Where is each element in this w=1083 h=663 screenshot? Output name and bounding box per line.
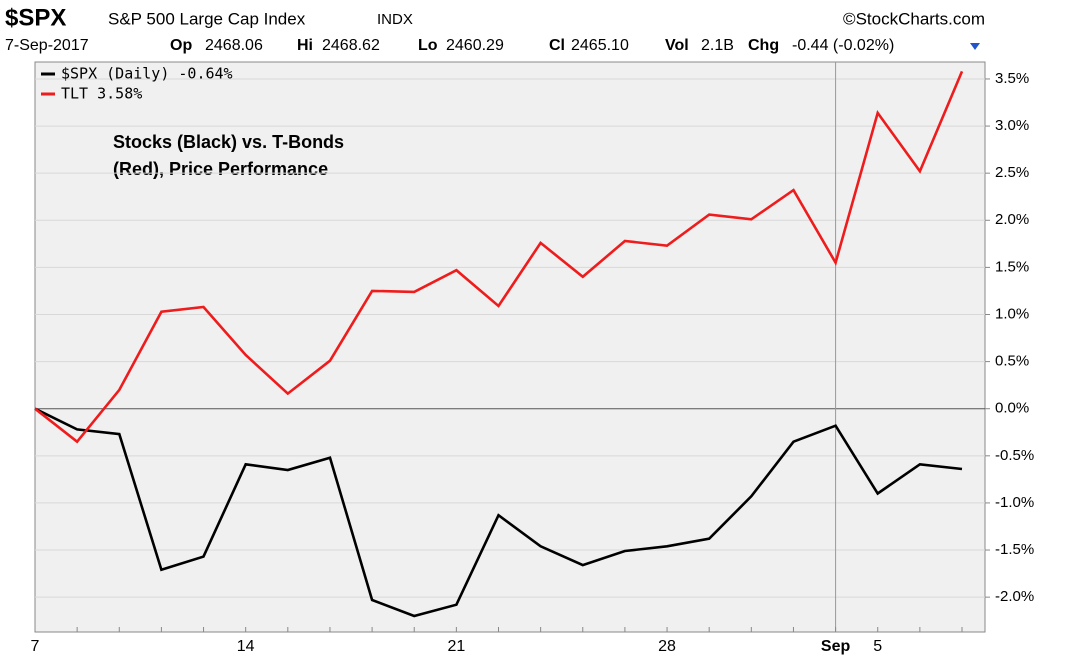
y-tick-label: 3.0% xyxy=(995,117,1029,134)
x-tick-label: Sep xyxy=(821,638,851,655)
plot-area xyxy=(34,61,986,633)
y-tick-label: -0.5% xyxy=(995,447,1034,464)
quote-value: 2468.06 xyxy=(205,37,263,54)
annotation: (Red), Price Performance xyxy=(113,159,328,179)
x-tick-label: 28 xyxy=(658,638,676,655)
y-tick-label: -1.5% xyxy=(995,541,1034,558)
y-tick-label: 0.0% xyxy=(995,400,1029,417)
x-tick-label: 5 xyxy=(873,638,882,655)
quote-value: 2465.10 xyxy=(571,37,629,54)
change-arrow xyxy=(970,43,980,50)
series-line xyxy=(34,407,963,618)
y-tick-label: -2.0% xyxy=(995,588,1034,605)
y-tick-label: 2.5% xyxy=(995,164,1029,181)
y-tick-label: 2.0% xyxy=(995,211,1029,228)
y-tick-label: 3.5% xyxy=(995,70,1029,87)
x-tick-label: 21 xyxy=(447,638,465,655)
quote-label: Lo xyxy=(418,37,438,54)
legend-label: $SPX (Daily) -0.64% xyxy=(61,65,233,83)
quote-label: Cl xyxy=(549,37,565,54)
series-line xyxy=(34,70,964,444)
legend-label: TLT 3.58% xyxy=(61,85,142,103)
y-tick-label: 1.0% xyxy=(995,305,1029,322)
source: ©StockCharts.com xyxy=(843,9,985,28)
quote-label: Vol xyxy=(665,37,689,54)
exchange: INDX xyxy=(377,11,413,28)
y-tick-label: 0.5% xyxy=(995,353,1029,370)
quote-value: 2.1B xyxy=(701,37,734,54)
quote-value: 2460.29 xyxy=(446,37,504,54)
quote-label: Hi xyxy=(297,37,313,54)
quote-label: Chg xyxy=(748,37,779,54)
x-tick-label: 7 xyxy=(31,638,40,655)
date: 7-Sep-2017 xyxy=(5,37,89,54)
quote-label: Op xyxy=(170,37,192,54)
chart-subtitle: S&P 500 Large Cap Index xyxy=(108,9,306,28)
quote-value: 2468.62 xyxy=(322,37,380,54)
quote-value: -0.44 (-0.02%) xyxy=(792,37,894,54)
x-tick-label: 14 xyxy=(237,638,255,655)
chart-title: $SPX xyxy=(5,4,66,31)
y-tick-label: 1.5% xyxy=(995,258,1029,275)
annotation: Stocks (Black) vs. T-Bonds xyxy=(113,132,344,152)
y-tick-label: -1.0% xyxy=(995,494,1034,511)
